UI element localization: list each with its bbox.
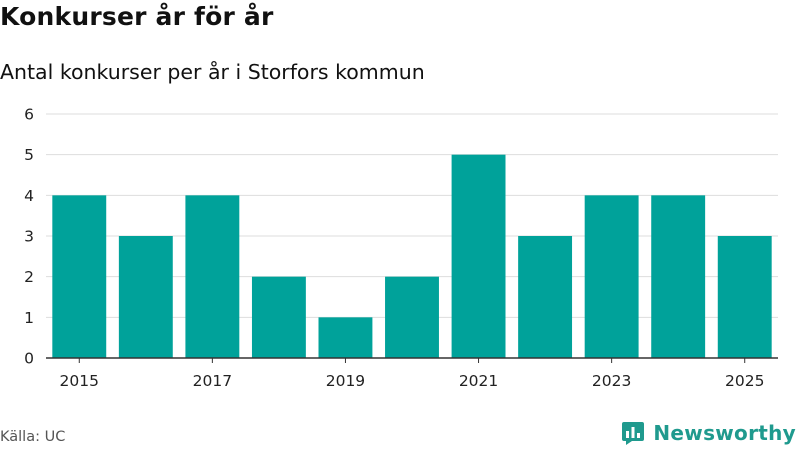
y-tick-label: 2	[24, 268, 34, 286]
x-axis-ticks: 2015 2017 2019 2021 2023 2025	[60, 358, 764, 390]
bar-2016	[118, 236, 173, 358]
x-tick-label: 2017	[193, 372, 232, 390]
x-tick-label: 2015	[60, 372, 99, 390]
y-tick-label: 6	[24, 106, 34, 124]
bar-2020	[385, 276, 439, 358]
bar-2023	[584, 195, 639, 358]
x-tick-label: 2019	[326, 372, 365, 390]
bar-2015	[52, 195, 107, 358]
y-tick-label: 3	[24, 228, 34, 246]
bars	[52, 154, 772, 358]
y-axis-ticks: 0 1 2 3 4 5 6	[24, 106, 34, 368]
brand-logo: Newsworthy	[621, 420, 796, 446]
bar-2018	[251, 276, 306, 358]
brand-name: Newsworthy	[653, 421, 796, 445]
y-tick-label: 5	[24, 146, 34, 164]
bar-2021	[451, 154, 506, 358]
x-tick-label: 2021	[459, 372, 498, 390]
bar-2025	[717, 236, 772, 358]
x-tick-label: 2023	[592, 372, 631, 390]
bar-2017	[185, 195, 240, 358]
x-tick-label: 2025	[725, 372, 764, 390]
source-note: Källa: UC	[0, 429, 66, 445]
bar-2019	[318, 317, 373, 358]
bar-2024	[651, 195, 706, 358]
chart-subtitle: Antal konkurser per år i Storfors kommun	[0, 60, 425, 84]
bar-chart: 0 1 2 3 4 5 6 2015 2017 2019 2021 2023 2025	[24, 106, 778, 390]
bar-2022	[518, 236, 573, 358]
chart-logo-icon	[622, 422, 645, 445]
y-tick-label: 0	[24, 350, 34, 368]
chart-title: Konkurser år för år	[0, 2, 274, 31]
y-tick-label: 1	[24, 309, 34, 327]
y-tick-label: 4	[24, 187, 34, 205]
